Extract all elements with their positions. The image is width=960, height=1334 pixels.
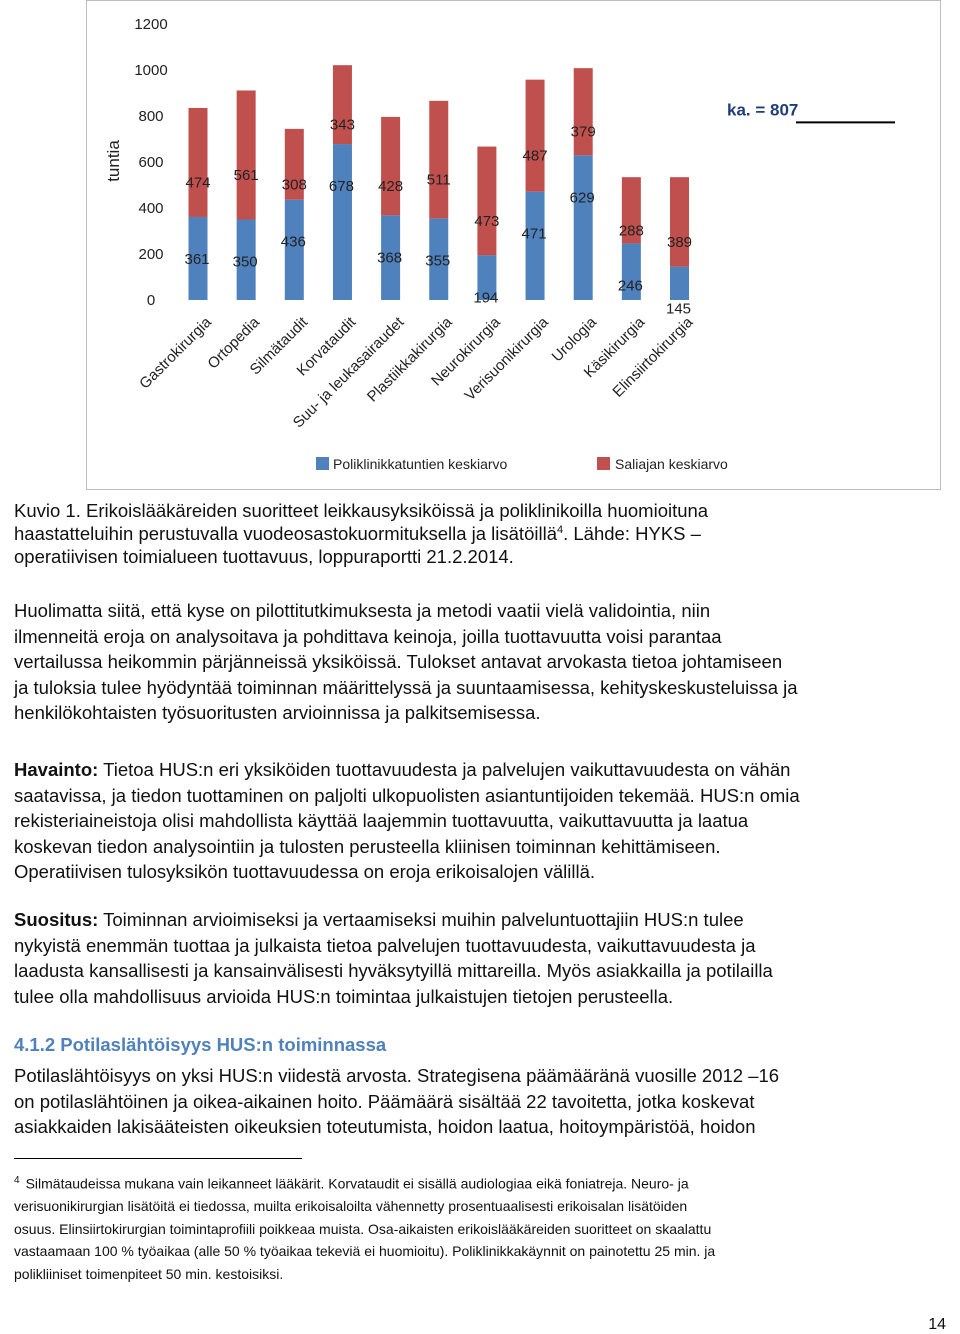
data-label-saliaika: 474 (185, 174, 210, 191)
data-label-poliklinikka: 194 (473, 289, 498, 306)
paragraph-suositus: Suositus: Toiminnan arvioimiseksi ja ver… (14, 909, 773, 1007)
stacked-bar-chart: tuntia 0 200 400 600 800 1000 1200 361 474 Gastrok… (104, 16, 895, 472)
bar-poliklinikka (621, 243, 641, 300)
bar-poliklinikka (332, 144, 352, 300)
legend-swatch-poliklinikka (316, 457, 329, 470)
bar-saliaika (621, 177, 641, 244)
y-tick-label: 200 (138, 246, 163, 263)
bar-poliklinikka (477, 255, 497, 300)
legend-label-poliklinikka: Poliklinikkatuntien keskiarvo (333, 456, 508, 472)
havainto-label: Havainto: (14, 759, 99, 780)
bar-poliklinikka (429, 218, 449, 300)
data-label-poliklinikka: 361 (184, 251, 209, 268)
y-tick-label: 1200 (134, 16, 167, 33)
data-label-poliklinikka: 629 (570, 189, 595, 206)
caption-line-1: Kuvio 1. Erikoislääkäreiden suoritteet l… (14, 500, 709, 521)
paragraph-havainto: Havainto: Tietoa HUS:n eri yksiköiden tu… (14, 759, 800, 882)
suositus-label: Suositus: (14, 909, 99, 930)
footnote-number: 4 (14, 1175, 20, 1186)
data-label-poliklinikka: 678 (329, 178, 354, 195)
y-axis-label: tuntia (104, 140, 123, 182)
bar-poliklinikka (381, 215, 401, 300)
bar-saliaika (477, 146, 497, 256)
page-number: 14 (928, 1316, 946, 1333)
x-category-label: Gastrokirurgia (136, 313, 215, 392)
bar-saliaika (381, 116, 401, 216)
footnote: 4 Silmätaudeissa mukana vain leikanneet l… (14, 1175, 716, 1282)
data-label-saliaika: 487 (523, 148, 548, 165)
chart-frame: tuntia 0 200 400 600 800 1000 1200 361 474 Gastrok… (86, 0, 941, 490)
y-tick-label: 400 (138, 200, 163, 217)
footnote-ref: 4 (556, 523, 564, 536)
x-category-label: Verisuonikirurgia (461, 313, 552, 404)
data-label-saliaika: 389 (667, 234, 692, 251)
data-label-saliaika: 379 (571, 124, 596, 141)
bar-saliaika (188, 107, 208, 217)
x-category-label: Plastiikkakirurgia (364, 313, 456, 405)
data-label-saliaika: 343 (330, 117, 355, 134)
data-label-saliaika: 428 (378, 178, 403, 195)
section-heading: 4.1.2 Potilaslähtöisyys HUS:n toiminnass… (14, 1034, 387, 1055)
data-label-poliklinikka: 246 (618, 277, 643, 294)
caption-line-2: haastatteluihin perustuvalla vuodeosasto… (14, 523, 701, 544)
bar-saliaika (236, 90, 256, 220)
bar-poliklinikka (525, 191, 545, 300)
bar-poliklinikka (284, 199, 304, 300)
y-tick-label: 800 (138, 108, 163, 125)
bar-saliaika (429, 100, 449, 219)
y-tick-label: 1000 (134, 62, 167, 79)
bar-saliaika (670, 177, 689, 267)
footnote-separator (14, 1158, 302, 1159)
data-label-saliaika: 561 (234, 167, 259, 184)
bar-poliklinikka (236, 219, 256, 300)
paragraph-potilaslahtoisyys: Potilaslähtöisyys on yksi HUS:n viidestä… (14, 1065, 780, 1137)
y-tick-label: 0 (147, 292, 155, 309)
bar-saliaika (332, 65, 352, 145)
data-label-poliklinikka: 368 (377, 249, 402, 266)
figure-caption: Kuvio 1. Erikoislääkäreiden suoritteet l… (14, 499, 944, 568)
bar-saliaika (573, 68, 593, 156)
bar-poliklinikka (188, 216, 208, 300)
average-label: ka. = 807 (727, 100, 798, 119)
bar-poliklinikka (573, 155, 593, 300)
data-label-saliaika: 288 (619, 222, 644, 239)
legend-swatch-saliaika (597, 457, 610, 470)
y-tick-label: 600 (138, 154, 163, 171)
data-label-poliklinikka: 145 (666, 301, 691, 318)
data-label-poliklinikka: 436 (281, 234, 306, 251)
caption-line-3: operatiivisen toimialueen tuottavuus, lo… (14, 546, 514, 567)
data-label-saliaika: 511 (427, 172, 451, 189)
data-label-poliklinikka: 355 (425, 252, 450, 269)
data-label-saliaika: 308 (282, 176, 307, 193)
paragraph-results: Huolimatta siitä, että kyse on pilottitu… (14, 600, 798, 723)
bar-saliaika (284, 128, 304, 200)
data-label-poliklinikka: 350 (233, 254, 258, 271)
bar-poliklinikka (670, 266, 689, 300)
bar-saliaika (525, 79, 545, 192)
legend-label-saliaika: Saliajan keskiarvo (615, 456, 728, 472)
data-label-saliaika: 473 (474, 213, 499, 230)
data-label-poliklinikka: 471 (522, 226, 547, 243)
